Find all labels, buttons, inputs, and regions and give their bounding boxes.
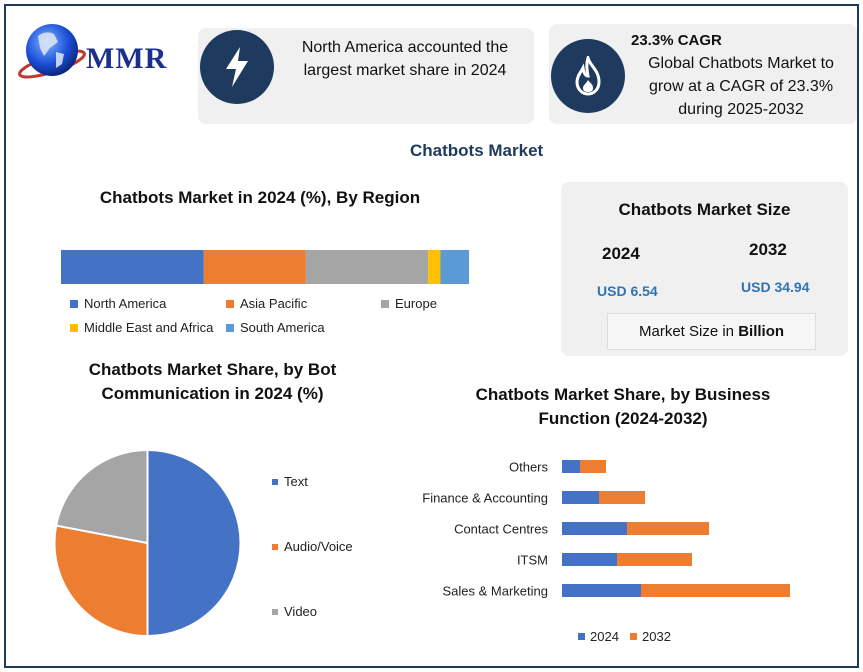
region-bar-segment-south-america xyxy=(440,250,469,284)
region-stacked-bar xyxy=(61,250,469,284)
category-label-others: Others xyxy=(509,460,549,475)
legend-label: Audio/Voice xyxy=(284,539,353,554)
region-chart-title: Chatbots Market in 2024 (%), By Region xyxy=(99,188,421,207)
region-bar-segment-europe xyxy=(305,250,429,284)
category-label-finance-accounting: Finance & Accounting xyxy=(422,491,548,506)
cagr-card: 23.3% CAGR Global Chatbots Market to gro… xyxy=(549,24,857,124)
bar-others-2024 xyxy=(562,460,580,473)
pie-legend-audio-voice: Audio/Voice xyxy=(272,539,353,554)
legend-swatch-2024 xyxy=(578,633,585,640)
legend-label: Europe xyxy=(395,296,437,311)
bar-contact-centres-2024 xyxy=(562,522,627,535)
pie-chart-title: Chatbots Market Share, by Bot Communicat… xyxy=(88,360,337,403)
region-bar-segment-asia-pacific xyxy=(203,250,306,284)
year-2024-label: 2024 xyxy=(602,244,640,263)
flame-icon xyxy=(551,39,625,113)
legend-swatch-2032 xyxy=(630,633,637,640)
category-label-contact-centres: Contact Centres xyxy=(454,522,548,537)
bar-contact-centres-2032 xyxy=(627,522,709,535)
legend-label: South America xyxy=(240,320,325,335)
cagr-headline: 23.3% CAGR xyxy=(631,32,722,49)
logo-text: MMR xyxy=(86,42,168,75)
pie-slice-video xyxy=(54,448,149,545)
region-legend-asia-pacific: Asia Pacific xyxy=(226,296,307,311)
market-size-2024-value: USD 6.54 xyxy=(597,283,658,299)
pie-legend-text: Text xyxy=(272,474,308,489)
region-legend-europe: Europe xyxy=(381,296,437,311)
business-chart-title: Chatbots Market Share, by Business Funct… xyxy=(475,385,771,428)
region-legend-south-america: South America xyxy=(226,320,325,335)
bar-sales-marketing-2032 xyxy=(641,584,790,597)
legend-swatch xyxy=(381,299,389,308)
pie-legend-video: Video xyxy=(272,604,317,619)
lightning-icon xyxy=(200,30,274,104)
legend-swatch xyxy=(272,608,278,615)
region-legend-north-america: North America xyxy=(70,296,166,311)
region-bar-segment-north-america xyxy=(61,250,204,284)
category-label-itsm: ITSM xyxy=(517,553,548,568)
mmr-logo: MMR xyxy=(14,18,184,84)
market-size-2032-value: USD 34.94 xyxy=(741,279,810,295)
region-highlight-card: North America accounted the largest mark… xyxy=(198,28,534,124)
bar-itsm-2032 xyxy=(617,553,692,566)
market-size-card: Chatbots Market Size 2024 2032 USD 6.54 … xyxy=(561,182,848,356)
bar-finance-accounting-2032 xyxy=(599,491,645,504)
bar-finance-accounting-2024 xyxy=(562,491,599,504)
year-2032-label: 2032 xyxy=(749,240,787,259)
category-label-sales-marketing: Sales & Marketing xyxy=(443,584,549,599)
legend-swatch xyxy=(226,299,234,308)
globe-icon xyxy=(18,24,86,79)
bar-itsm-2024 xyxy=(562,553,617,566)
legend-label: Text xyxy=(284,474,308,489)
legend-label: Asia Pacific xyxy=(240,296,308,311)
bar-sales-marketing-2024 xyxy=(562,584,641,597)
legend-label: Middle East and Africa xyxy=(84,320,214,335)
pie-slice-text xyxy=(146,448,242,638)
market-size-unit: Market Size in Billion xyxy=(607,313,816,350)
region-bar-segment-middle-east-and-africa xyxy=(428,250,441,284)
bar-others-2032 xyxy=(580,460,606,473)
bot-communication-pie xyxy=(53,448,242,638)
legend-label: Video xyxy=(284,604,318,619)
legend-swatch xyxy=(272,478,278,485)
infographic-frame xyxy=(4,4,859,668)
legend-label-2024: 2024 xyxy=(590,629,619,644)
market-size-title: Chatbots Market Size xyxy=(618,200,791,219)
legend-swatch xyxy=(272,543,278,550)
pie-slice-audio-voice xyxy=(53,524,149,638)
region-legend-middle-east-and-africa: Middle East and Africa xyxy=(70,320,213,335)
legend-swatch xyxy=(226,323,234,332)
business-function-chart: Others Finance & Accounting Contact Centre… xyxy=(422,460,790,644)
legend-swatch xyxy=(70,299,78,308)
cagr-text: Global Chatbots Market to grow at a CAGR… xyxy=(648,55,834,118)
legend-label: North America xyxy=(84,296,167,311)
legend-label-2032: 2032 xyxy=(642,629,671,644)
region-highlight-text: North America accounted the largest mark… xyxy=(301,39,509,79)
legend-swatch xyxy=(70,323,78,332)
